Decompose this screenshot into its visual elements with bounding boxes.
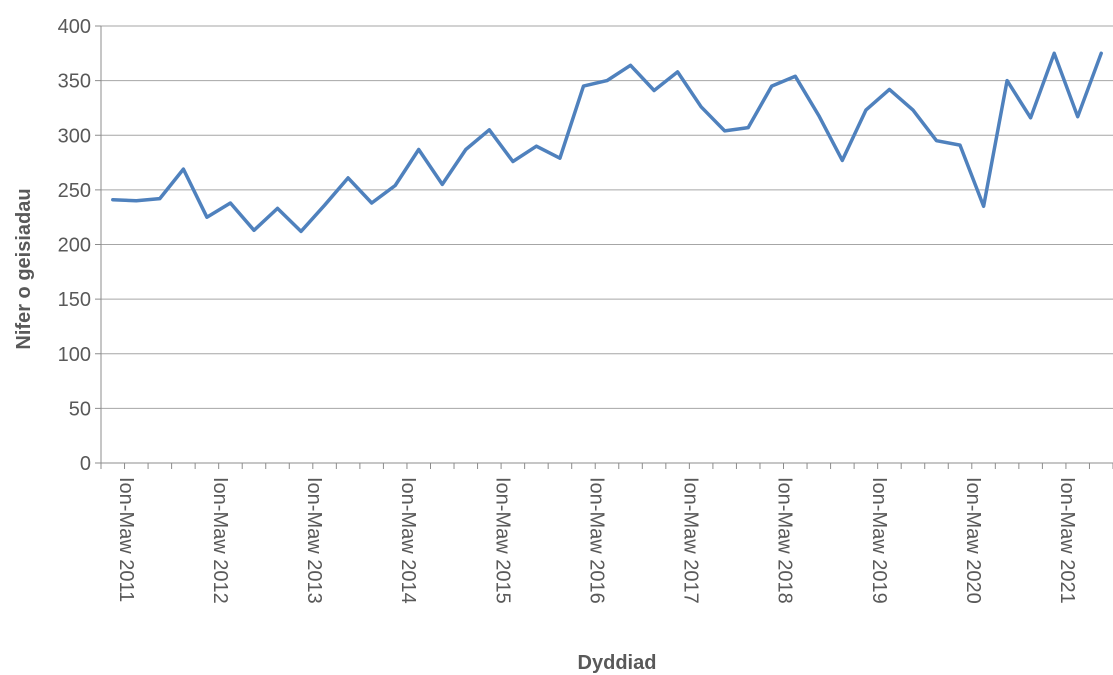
x-axis-label: Dyddiad xyxy=(578,652,657,674)
y-axis-tick-labels: 0 50 100 150 200 250 300 350 400 xyxy=(58,16,101,475)
x-tick-label: Ion-Maw 2015 xyxy=(491,477,513,604)
gridlines xyxy=(101,25,1113,409)
y-axis-label: Nifer o geisiadau xyxy=(13,188,35,349)
axes xyxy=(100,26,1113,464)
series xyxy=(111,51,1103,234)
y-tick-label: 300 xyxy=(58,125,91,147)
y-tick-label: 200 xyxy=(58,235,91,257)
y-tick-label: 150 xyxy=(58,289,91,311)
y-tick-label: 400 xyxy=(58,16,91,38)
y-tick-label: 250 xyxy=(58,180,91,202)
y-tick-label: 100 xyxy=(58,344,91,366)
x-tick-label: Ion-Maw 2011 xyxy=(115,477,137,602)
x-tick-label: Ion-Maw 2013 xyxy=(303,477,325,604)
x-tick-label: Ion-Maw 2020 xyxy=(962,477,984,604)
y-tick-label: 350 xyxy=(58,71,91,93)
x-tick-label: Ion-Maw 2016 xyxy=(585,477,607,604)
x-tick-label: Ion-Maw 2012 xyxy=(209,477,231,604)
y-tick-label: 50 xyxy=(69,398,91,420)
x-tick-label: Ion-Maw 2018 xyxy=(774,477,796,604)
x-tick-label: Ion-Maw 2019 xyxy=(868,477,890,604)
x-tick-label: Ion-Maw 2021 xyxy=(1056,477,1078,604)
y-tick-label: 0 xyxy=(80,453,91,475)
x-axis-tick-labels: Ion-Maw 2011 Ion-Maw 2012 Ion-Maw 2013 Ion-… xyxy=(100,463,1113,604)
x-tick-label: Ion-Maw 2017 xyxy=(680,477,702,604)
x-tick-label: Ion-Maw 2014 xyxy=(397,477,419,604)
series-line xyxy=(111,51,1103,234)
